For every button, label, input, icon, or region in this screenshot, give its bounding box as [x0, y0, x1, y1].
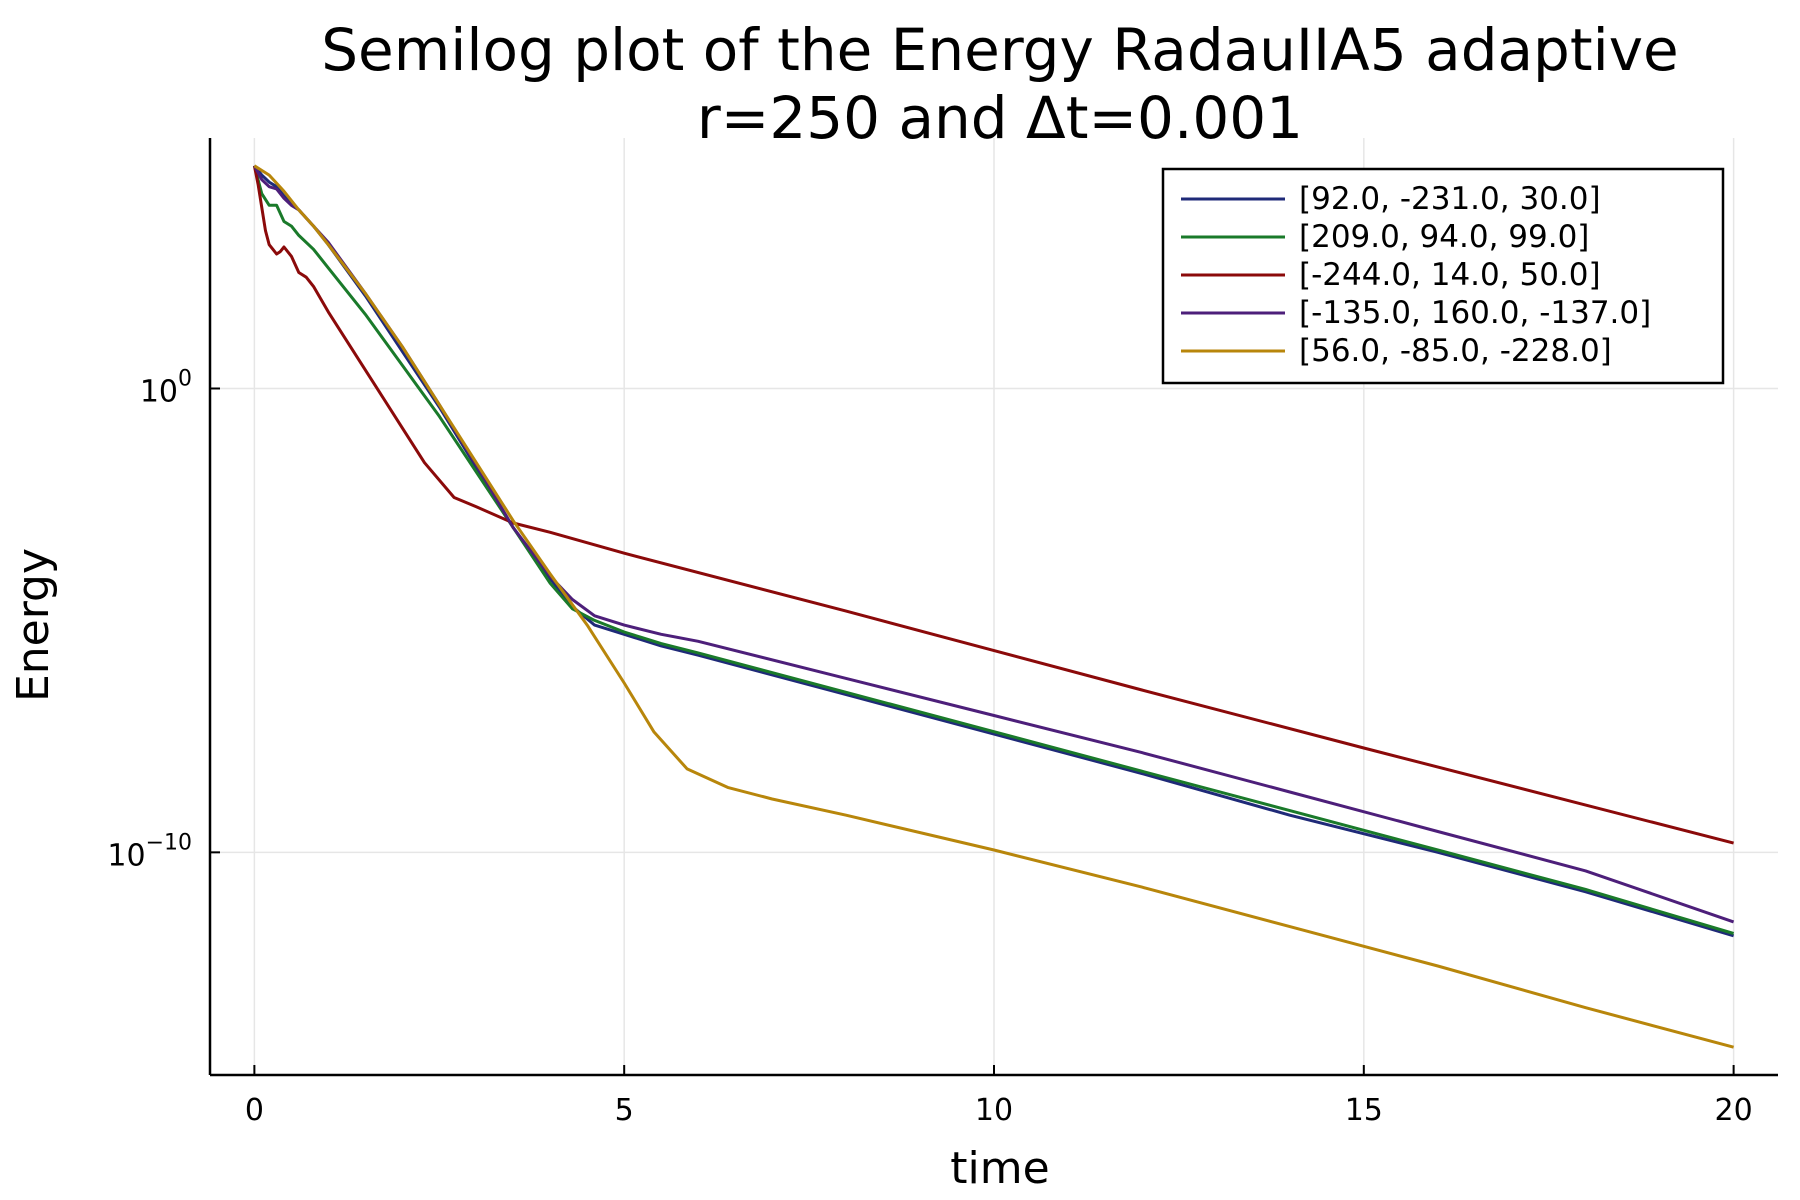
series-line-4: [253, 165, 1735, 924]
legend-label: [92.0, -231.0, 30.0]: [1299, 181, 1601, 217]
legend-label: [209.0, 94.0, 99.0]: [1299, 219, 1589, 255]
x-tick-label: 5: [615, 1093, 634, 1128]
x-tick-label: 15: [1345, 1093, 1383, 1128]
chart-title: Semilog plot of the Energy RadauIIA5 ada…: [321, 16, 1679, 84]
legend-label: [-244.0, 14.0, 50.0]: [1299, 257, 1601, 293]
legend-label: [-135.0, 160.0, -137.0]: [1299, 295, 1651, 331]
series-line-3: [252, 165, 1734, 845]
x-tick-label: 0: [245, 1093, 264, 1128]
x-tick-label: 20: [1715, 1093, 1753, 1128]
legend-label: [56.0, -85.0, -228.0]: [1299, 333, 1612, 369]
y-tick-label: 100: [140, 366, 192, 409]
x-tick-label: 10: [975, 1093, 1013, 1128]
y-tick-label: 10−10: [107, 830, 192, 873]
chart-subtitle: r=250 and Δt=0.001: [697, 84, 1303, 152]
series-line-5: [253, 164, 1734, 1049]
ticks: 0 5 10 15 20 100 10−10: [107, 366, 1752, 1128]
legend: [92.0, -231.0, 30.0][209.0, 94.0, 99.0][…: [1161, 167, 1725, 385]
y-axis-label: Energy: [8, 548, 59, 702]
x-axis-label: time: [950, 1143, 1049, 1194]
plot-area: [252, 164, 1735, 1049]
